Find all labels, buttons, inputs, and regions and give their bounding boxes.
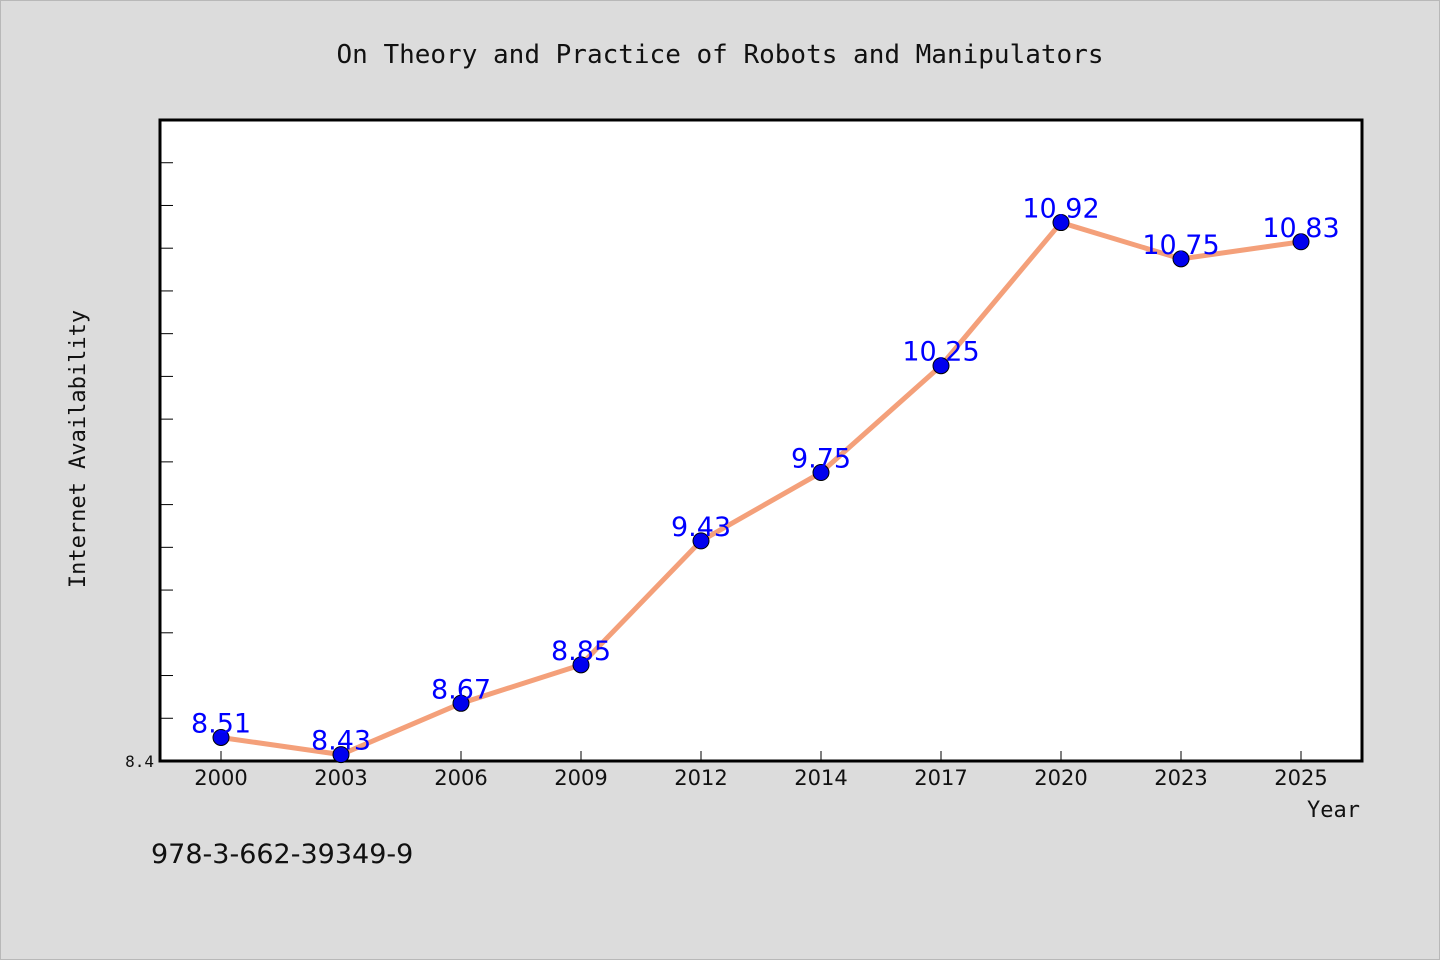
x-tick-label: 2003: [314, 766, 367, 790]
x-axis-label: Year: [1307, 798, 1360, 823]
data-label: 8.67: [431, 674, 491, 705]
x-tick-label: 2017: [914, 766, 967, 790]
chart-title: On Theory and Practice of Robots and Man…: [336, 40, 1103, 70]
x-axis-ticks: 2000 2003 2006 2009 2012 2014 2017 2020 2023 2025: [194, 751, 1328, 790]
data-point: [1052, 214, 1070, 232]
data-label: 10.25: [902, 337, 979, 368]
data-label: 8.51: [191, 708, 251, 739]
data-label: 10.75: [1142, 230, 1219, 261]
x-tick-label: 2009: [554, 766, 607, 790]
data-point: [332, 746, 350, 764]
x-tick-label: 2020: [1034, 766, 1087, 790]
data-label: 8.43: [311, 726, 371, 757]
data-label: 9.75: [791, 444, 851, 475]
data-point: [1292, 233, 1310, 251]
y-axis-label: Internet Availability: [66, 310, 91, 588]
data-point: [932, 357, 950, 375]
plot-area: [158, 118, 1364, 763]
data-point: [812, 464, 830, 482]
data-label-layer: 8.51 8.43 8.67 8.85 9.43 9.75 10.25 10.92 10.75 1…: [191, 194, 1340, 757]
x-tick-label: 2000: [194, 766, 247, 790]
data-point: [1172, 250, 1190, 268]
x-tick-label: 2025: [1274, 766, 1327, 790]
data-label: 10.92: [1022, 194, 1099, 225]
series-line: [218, 220, 1304, 758]
data-point: [572, 656, 590, 674]
data-point: [452, 694, 470, 712]
y-tick-label: 8.4: [125, 752, 154, 771]
isbn-label: 978-3-662-39349-9: [151, 839, 413, 870]
series-layer: [212, 214, 1310, 764]
x-tick-label: 2023: [1154, 766, 1207, 790]
data-point: [212, 728, 230, 746]
x-tick-label: 2014: [794, 766, 847, 790]
x-tick-label: 2012: [674, 766, 727, 790]
y-axis-ticks: 8.4: [125, 119, 173, 771]
data-label: 9.43: [671, 512, 731, 543]
x-tick-label: 2006: [434, 766, 487, 790]
data-point: [692, 532, 710, 550]
data-label: 10.83: [1262, 213, 1339, 244]
data-label: 8.85: [551, 636, 611, 667]
